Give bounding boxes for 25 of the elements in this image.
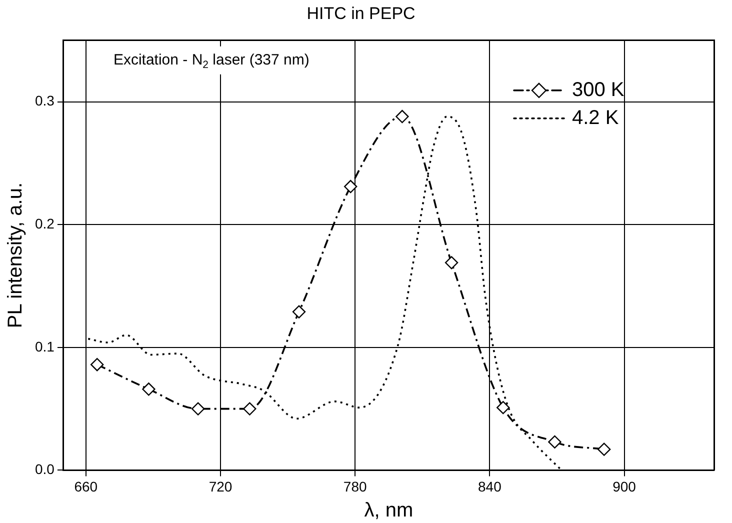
point [396, 110, 409, 124]
point [292, 305, 306, 318]
x-tick-label: 660 [74, 478, 98, 494]
y-tick-label: 0.0 [34, 461, 55, 478]
x-tick-label: 900 [612, 478, 636, 494]
x-tick-label: 720 [208, 478, 232, 494]
y-tick-label: 0.2 [34, 215, 55, 232]
x-tick-label: 840 [478, 478, 502, 494]
point [444, 256, 458, 270]
y-tick-label: 0.3 [34, 92, 55, 109]
point [191, 402, 205, 416]
point [548, 435, 562, 449]
point [344, 180, 358, 194]
y-tick-label: 0.1 [34, 338, 55, 354]
point [597, 442, 611, 456]
point [142, 382, 156, 396]
legend-label: 300 K [572, 78, 625, 101]
y-axis-title: PL intensity, a.u. [4, 182, 27, 328]
point [496, 400, 510, 414]
chart-title: HITC in PEPC [306, 4, 416, 23]
x-tick-label: 780 [343, 478, 367, 494]
point [243, 402, 256, 416]
legend-label: 4.2 K [572, 106, 620, 129]
point [90, 358, 104, 372]
x-axis-title: λ, nm [364, 500, 414, 522]
